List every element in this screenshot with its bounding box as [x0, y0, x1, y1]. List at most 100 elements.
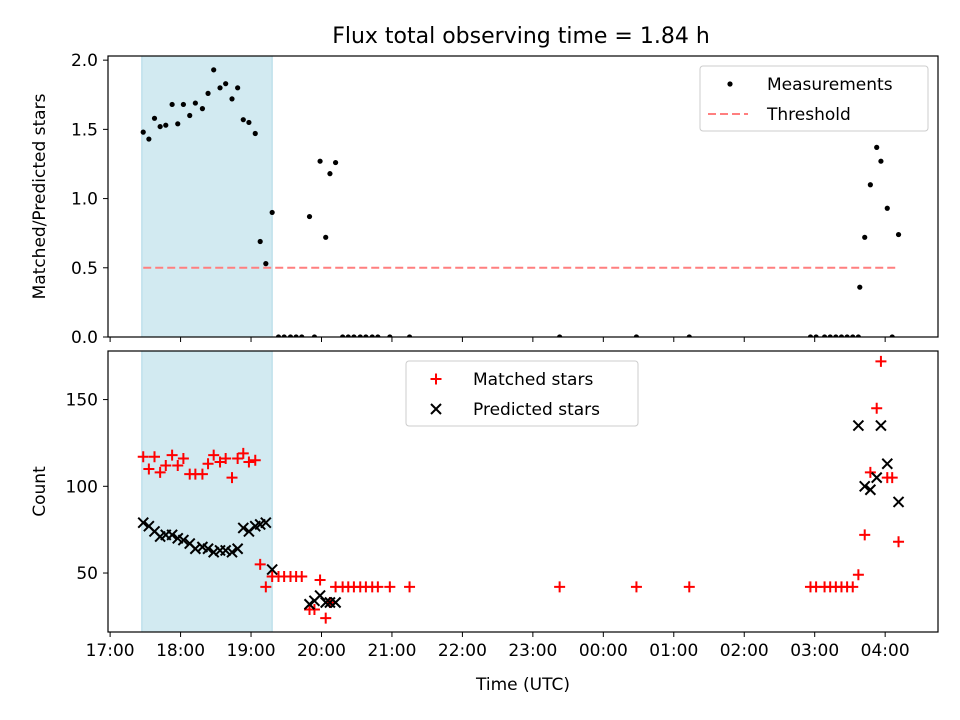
x-tick-label: 00:00	[579, 641, 628, 661]
measurement-point	[287, 334, 294, 337]
legend-predicted-marker	[430, 403, 442, 415]
measurement-point	[844, 334, 850, 337]
observing-window-band	[141, 350, 273, 633]
measurement-point	[175, 121, 181, 127]
lower-panel-counts: 17:00 18:00 19:00 20:00 21:00 22:00 23:00 00:00…	[30, 350, 939, 695]
x-axis-label: Time (UTC)	[475, 675, 570, 695]
matched-star-marker	[177, 453, 189, 465]
measurement-point	[140, 129, 146, 135]
matched-star-marker	[859, 529, 871, 541]
x-tick-label: 20:00	[297, 641, 346, 661]
series-layer	[137, 355, 905, 624]
matched-star-marker	[237, 447, 249, 459]
y-tick-label: 1.0	[71, 190, 98, 210]
predicted-star-marker	[892, 496, 905, 508]
measurement-point	[205, 90, 211, 96]
predicted-star-marker	[852, 419, 865, 432]
matched-star-marker	[875, 355, 887, 367]
matched-star-marker	[308, 603, 320, 615]
predicted-star-marker	[859, 480, 871, 493]
measurement-point	[874, 144, 880, 150]
measurement-point	[686, 334, 692, 337]
measurement-point	[240, 117, 246, 123]
measurement-point	[351, 334, 357, 337]
matched-star-marker	[852, 569, 864, 581]
measurement-point	[281, 334, 287, 337]
measurement-point	[406, 334, 413, 337]
measurement-point	[327, 171, 333, 177]
predicted-star-marker	[266, 563, 278, 576]
measurement-point	[332, 159, 339, 166]
measurement-point	[235, 85, 241, 91]
matched-star-marker	[630, 581, 642, 593]
predicted-star-marker	[231, 543, 244, 555]
measurement-point	[187, 112, 193, 119]
matched-star-marker	[208, 449, 220, 461]
measurement-point	[821, 334, 828, 337]
measurement-point	[323, 234, 329, 240]
predicted-star-marker	[864, 484, 877, 496]
measurement-point	[838, 334, 845, 337]
legend: Measurements Threshold	[699, 65, 929, 132]
predicted-star-marker	[137, 517, 149, 529]
y-tick-label: 1.5	[71, 120, 98, 140]
measurement-point	[299, 334, 305, 337]
x-tick-label: 02:00	[720, 641, 769, 661]
predicted-star-marker	[303, 598, 316, 610]
x-tick-label: 22:00	[438, 641, 487, 661]
measurement-point	[807, 334, 814, 337]
measurement-point	[895, 231, 902, 238]
predicted-star-marker	[320, 596, 332, 609]
legend-label: Predicted stars	[473, 400, 600, 420]
legend-box	[405, 360, 639, 427]
matched-star-marker	[372, 581, 384, 593]
matched-star-marker	[296, 570, 308, 582]
matched-star-marker	[384, 581, 396, 593]
measurement-point	[192, 100, 198, 106]
predicted-star-marker	[870, 471, 883, 484]
matched-star-marker	[220, 453, 232, 465]
matched-star-marker	[847, 581, 859, 593]
legend-label: Matched stars	[473, 370, 593, 390]
measurement-point	[363, 334, 369, 337]
legend: Matched stars Predicted stars	[405, 360, 639, 427]
matched-star-marker	[232, 453, 244, 465]
y-tick-label: 100	[66, 477, 98, 497]
matched-star-marker	[864, 466, 876, 478]
matched-star-marker	[254, 558, 266, 570]
matched-star-marker	[886, 472, 898, 484]
measurement-point	[878, 158, 884, 164]
matched-star-marker	[404, 581, 416, 593]
axes-frame	[107, 55, 939, 338]
predicted-star-marker	[177, 534, 190, 546]
measurement-point	[157, 123, 163, 130]
measurement-point	[306, 213, 313, 220]
y-axis-label: Count	[30, 466, 50, 517]
measurement-point	[211, 67, 217, 73]
legend-label: Measurements	[767, 75, 893, 95]
x-tick-label: 23:00	[508, 641, 557, 661]
measurement-point	[269, 209, 275, 216]
measurement-point	[293, 334, 299, 337]
chart-title: Flux total observing time = 1.84 h	[332, 24, 710, 49]
y-tick-label: 0.5	[71, 259, 98, 279]
predicted-star-marker	[881, 458, 893, 470]
legend-box	[699, 65, 929, 132]
predicted-star-marker	[237, 522, 249, 534]
measurement-point	[369, 334, 375, 337]
y-axis-label: Matched/Predicted stars	[30, 93, 50, 299]
measurement-point	[340, 334, 346, 337]
matched-star-marker	[871, 402, 883, 414]
measurement-point	[862, 234, 868, 240]
upper-panel-ratio: 0.0 0.5 1.0 1.5 2.0 Matched/Predicted stars Me…	[30, 51, 939, 348]
matched-star-marker	[314, 574, 326, 586]
legend-matched-marker	[430, 373, 442, 385]
y-tick-label: 0.0	[71, 328, 98, 348]
measurement-point	[557, 334, 563, 337]
measurement-point	[884, 205, 890, 211]
measurement-point	[151, 115, 158, 121]
predicted-star-marker	[260, 517, 272, 529]
x-tick-label: 18:00	[156, 641, 205, 661]
matched-star-marker	[166, 449, 178, 461]
matched-star-marker	[554, 581, 566, 593]
